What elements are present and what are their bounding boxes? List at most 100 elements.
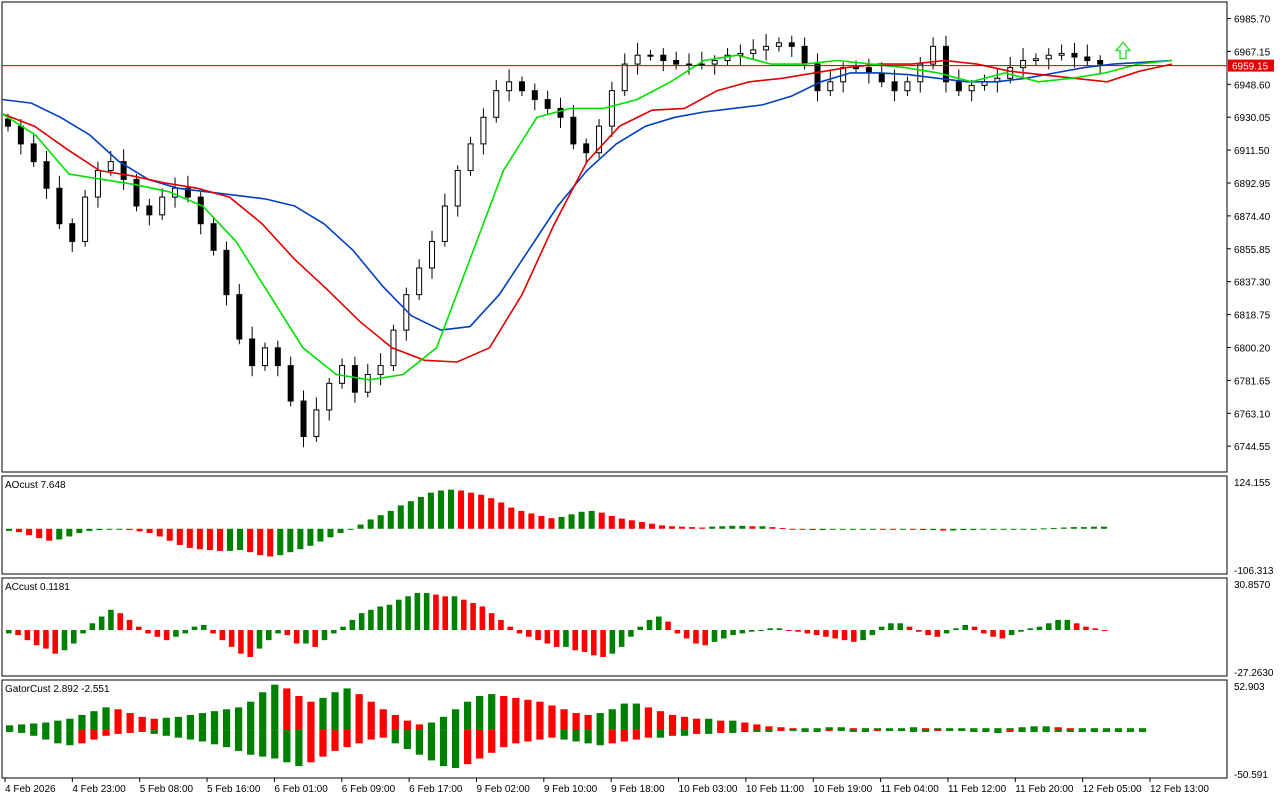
bull-candle xyxy=(94,169,101,198)
ac-bar xyxy=(163,630,170,641)
gator-lower-bar xyxy=(765,730,773,732)
gator-upper-bar xyxy=(741,722,749,731)
time-tick-label: 5 Feb 16:00 xyxy=(207,784,261,795)
bear-candle xyxy=(184,187,191,198)
ao-bar xyxy=(96,528,103,531)
bull-candle xyxy=(480,116,487,145)
ac-bar xyxy=(544,630,551,644)
gator-lower-bar xyxy=(1126,730,1135,732)
gator-upper-bar xyxy=(909,727,918,731)
gator-lower-bar xyxy=(30,730,38,736)
time-tick-label: 9 Feb 10:00 xyxy=(544,784,598,795)
time-tick-label: 10 Feb 19:00 xyxy=(813,784,872,795)
time-tick-label: 9 Feb 02:00 xyxy=(476,784,530,795)
gator-tick-label: 52.903 xyxy=(1234,682,1265,693)
ao-bar xyxy=(377,515,384,529)
gator-upper-bar xyxy=(753,724,761,731)
bull-candle xyxy=(364,373,371,393)
bear-candle xyxy=(43,161,50,189)
gator-lower-bar xyxy=(837,730,845,732)
gator-tick-label: -50.591 xyxy=(1234,770,1268,781)
price-tick-label: 6800.20 xyxy=(1234,343,1271,354)
ao-bar xyxy=(186,528,193,548)
bull-candle xyxy=(917,63,924,83)
ao-bar xyxy=(156,528,163,537)
bull-candle xyxy=(711,60,718,65)
gator-upper-bar xyxy=(1126,728,1135,731)
ac-bar xyxy=(535,630,541,641)
ac-bar xyxy=(201,624,207,631)
gator-lower-bar xyxy=(572,730,580,742)
ac-bar xyxy=(461,599,467,631)
gator-upper-bar xyxy=(54,720,62,731)
ao-bar xyxy=(106,528,113,530)
time-tick-label: 11 Feb 20:00 xyxy=(1015,784,1074,795)
ao-bar xyxy=(478,494,485,529)
ao-bar xyxy=(608,516,615,529)
bear-candle xyxy=(583,143,590,154)
gator-upper-bar xyxy=(90,711,98,731)
ac-bar xyxy=(479,606,486,631)
ao-bar xyxy=(769,527,776,529)
gator-upper-bar xyxy=(367,701,375,731)
bear-candle xyxy=(351,365,358,393)
bull-candle xyxy=(904,81,911,92)
ac-bar xyxy=(33,630,40,646)
gator-upper-bar xyxy=(126,713,134,731)
gator-upper-bar xyxy=(174,716,182,731)
bear-candle xyxy=(942,45,949,83)
ac-bar xyxy=(15,630,21,636)
ao-bar xyxy=(558,516,565,529)
price-pane-frame xyxy=(1,1,1228,473)
ac-bar xyxy=(488,613,495,631)
gator-lower-bar xyxy=(210,730,219,745)
gator-lower-bar xyxy=(801,730,809,732)
gator-lower-bar xyxy=(909,730,918,732)
gator-lower-bar xyxy=(295,730,303,767)
gator-upper-bar xyxy=(524,699,532,731)
gator-upper-bar xyxy=(946,728,954,731)
bear-candle xyxy=(30,143,37,163)
gator-upper-bar xyxy=(560,709,568,731)
gator-upper-bar xyxy=(1018,727,1026,731)
gator-lower-bar xyxy=(415,730,424,755)
bull-candle xyxy=(467,143,474,171)
bear-candle xyxy=(56,187,63,225)
price-tick-label: 6911.50 xyxy=(1234,146,1270,157)
ac-bar xyxy=(414,592,421,631)
gator-lower-bar xyxy=(524,730,532,742)
jaw-line xyxy=(1,59,1173,331)
ac-bar xyxy=(888,623,894,631)
gator-lower-bar xyxy=(693,730,701,734)
ao-bar xyxy=(126,528,133,531)
ao-bar xyxy=(1010,528,1017,530)
ao-bar xyxy=(779,527,786,529)
gator-upper-bar xyxy=(789,728,797,731)
bear-candle xyxy=(891,81,898,92)
gator-upper-bar xyxy=(596,713,604,731)
ac-bar xyxy=(1018,630,1024,632)
gator-upper-bar xyxy=(1066,728,1074,731)
ac-bar xyxy=(71,630,77,644)
ao-bar xyxy=(347,528,354,530)
ac-bar xyxy=(266,630,272,641)
bull-candle xyxy=(261,347,268,367)
ac-bar xyxy=(1083,626,1089,631)
ac-bar xyxy=(405,596,411,631)
ac-bar xyxy=(916,630,922,632)
bull-candle xyxy=(506,81,513,92)
bull-candle xyxy=(313,409,320,438)
gator-lower-bar xyxy=(849,730,857,732)
ac-bar xyxy=(312,630,318,647)
gator-upper-bar xyxy=(18,724,26,731)
ao-bar xyxy=(819,528,826,531)
gator-upper-bar xyxy=(632,703,640,731)
bull-candle xyxy=(608,90,615,127)
ao-bar xyxy=(799,528,806,530)
gator-upper-bar xyxy=(970,728,978,731)
gator-lower-bar xyxy=(126,730,134,733)
ac-bar xyxy=(210,630,216,634)
ac-bar xyxy=(851,630,857,642)
